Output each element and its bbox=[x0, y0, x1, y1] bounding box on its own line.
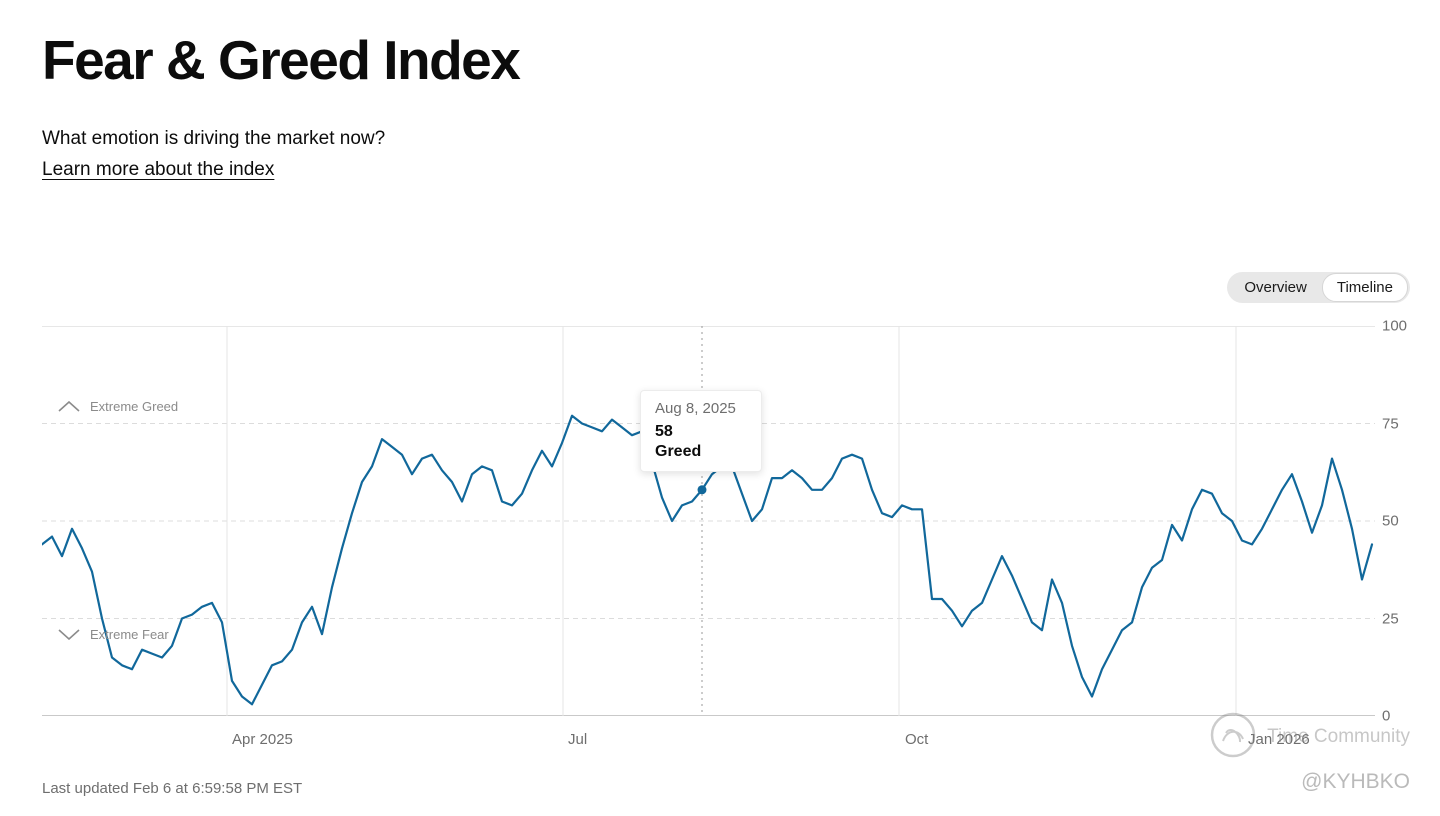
chevron-up-icon bbox=[58, 401, 80, 412]
x-tick-apr-2025: Apr 2025 bbox=[232, 731, 293, 748]
x-tick-oct: Oct bbox=[905, 731, 929, 748]
watermark-name: Time Community bbox=[1267, 726, 1410, 747]
learn-more-link[interactable]: Learn more about the index bbox=[42, 159, 275, 180]
x-tick-jul: Jul bbox=[568, 731, 588, 748]
watermark-logo-icon bbox=[1209, 711, 1257, 764]
tooltip-label: Greed bbox=[655, 443, 702, 460]
y-tick-100: 100 bbox=[1382, 317, 1408, 335]
chart-tooltip: Aug 8, 2025 58 Greed bbox=[640, 390, 762, 472]
overview-toggle-button[interactable]: Overview bbox=[1229, 273, 1322, 302]
tooltip-date: Aug 8, 2025 bbox=[655, 400, 736, 417]
watermark-handle: @KYHBKO bbox=[1301, 770, 1410, 793]
extreme-greed-label: Extreme Greed bbox=[90, 399, 179, 414]
y-tick-0: 0 bbox=[1382, 707, 1391, 725]
extreme-fear-zone-label: Extreme Fear bbox=[58, 627, 169, 642]
page-title: Fear & Greed Index bbox=[42, 29, 521, 91]
fear-greed-chart[interactable] bbox=[40, 326, 1375, 716]
y-tick-25: 25 bbox=[1382, 610, 1399, 627]
y-tick-50: 50 bbox=[1382, 512, 1399, 530]
chart-canvas[interactable] bbox=[40, 326, 1375, 716]
extreme-greed-zone-label: Extreme Greed bbox=[58, 399, 178, 414]
last-updated-text: Last updated Feb 6 at 6:59:58 PM EST bbox=[42, 780, 303, 797]
page-subtitle: What emotion is driving the market now? bbox=[42, 128, 386, 149]
tooltip-value: 58 bbox=[655, 423, 673, 440]
x-tick-jan-2026: Jan 2026 bbox=[1248, 731, 1310, 748]
view-toggle: Overview Timeline bbox=[1227, 272, 1410, 303]
chevron-down-icon bbox=[58, 629, 80, 640]
extreme-fear-label: Extreme Fear bbox=[90, 627, 169, 642]
timeline-toggle-button[interactable]: Timeline bbox=[1321, 273, 1408, 302]
y-tick-75: 75 bbox=[1382, 415, 1399, 432]
